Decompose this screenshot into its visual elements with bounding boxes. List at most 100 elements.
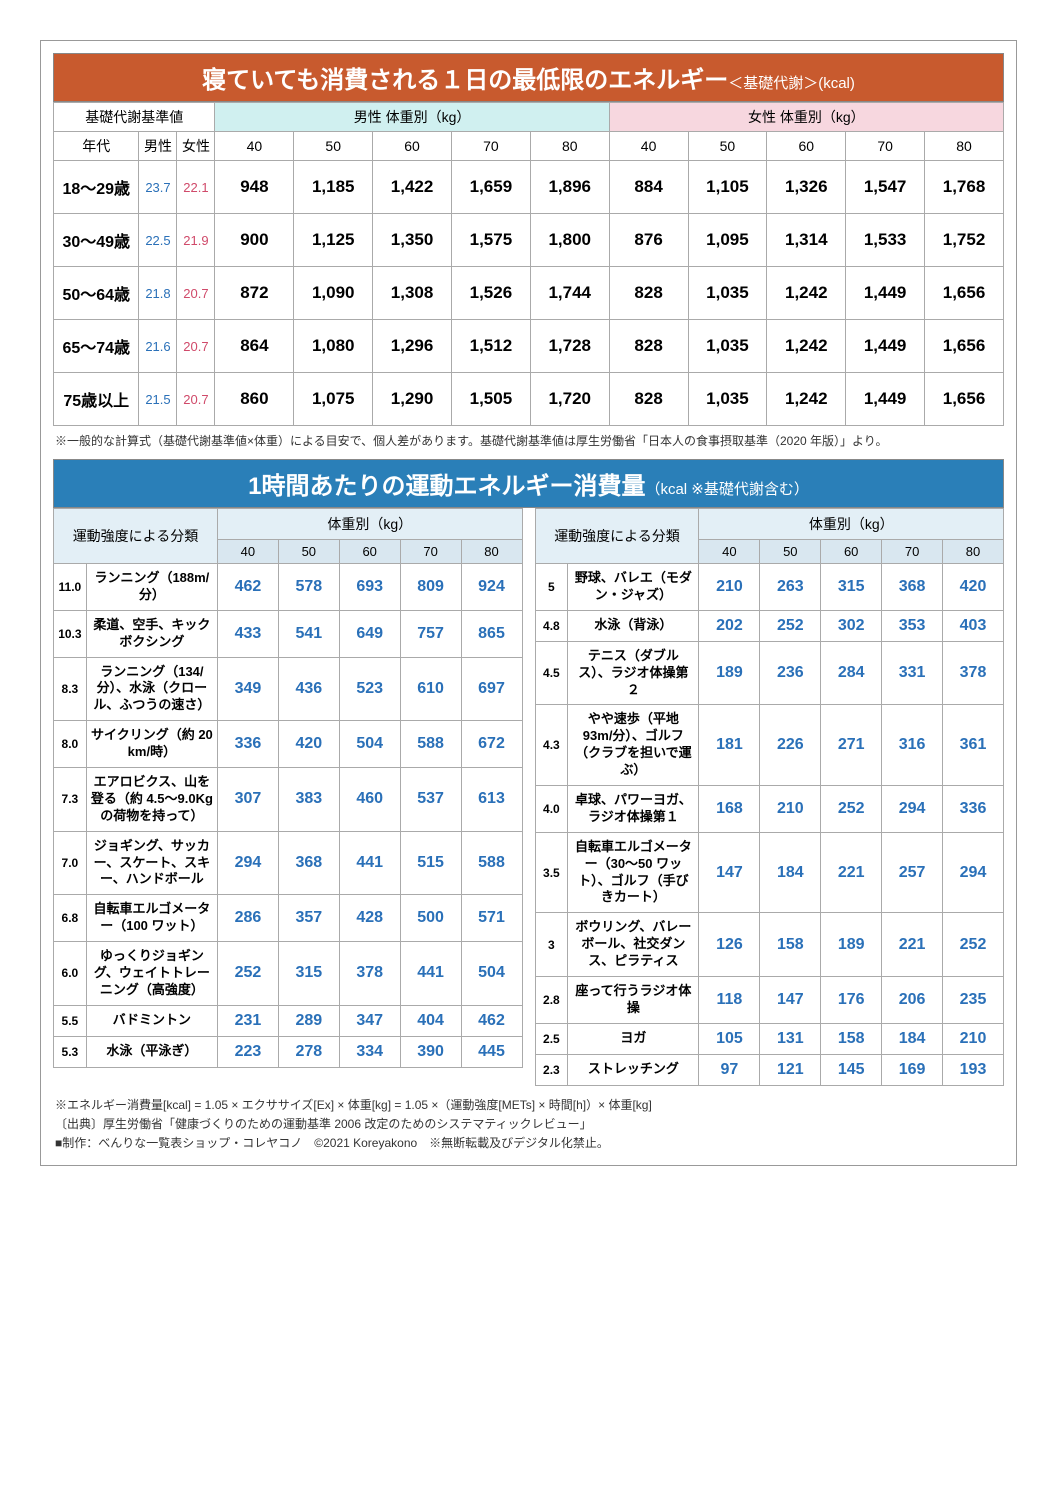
exercise-intensity: 5.3 (54, 1036, 87, 1067)
bmr-header-age: 年代 (54, 132, 139, 161)
exercise-value: 349 (217, 657, 278, 721)
exercise-intensity: 8.0 (54, 721, 87, 768)
exercise-value: 331 (882, 641, 943, 705)
exercise-value: 504 (461, 942, 522, 1006)
exercise-activity: 卓球、パワーヨガ、ラジオ体操第１ (568, 786, 699, 833)
bmr-female-value: 1,656 (925, 320, 1004, 373)
bmr-note: ※一般的な計算式（基礎代謝基準値×体重）による目安で、個人差があります。基礎代謝… (55, 432, 1004, 449)
exercise-value: 353 (882, 610, 943, 641)
exercise-value: 284 (821, 641, 882, 705)
bmr-female-value: 1,035 (688, 267, 767, 320)
exercise-value: 428 (339, 895, 400, 942)
exercise-right: 運動強度による分類 体重別（kg） 4050607080 5野球、バレエ（モダン… (535, 508, 1005, 1086)
exercise-value: 189 (699, 641, 760, 705)
exercise-row: 3ボウリング、バレーボール、社交ダンス、ピラティス126158189221252 (535, 913, 1004, 977)
exercise-value: 441 (339, 831, 400, 895)
ex-left-weight-hdr: 体重別（kg） (217, 509, 522, 540)
exercise-row: 2.8座って行うラジオ体操118147176206235 (535, 977, 1004, 1024)
exercise-weight-col: 60 (339, 540, 400, 564)
exercise-value: 181 (699, 705, 760, 786)
exercise-activity: ジョギング、サッカー、スケート、スキー、ハンドボール (86, 831, 217, 895)
bmr-base-female: 20.7 (177, 267, 215, 320)
bmr-male-value: 1,720 (530, 373, 609, 426)
exercise-activity: ランニング（188m/分） (86, 564, 217, 611)
exercise-note1: ※エネルギー消費量[kcal] = 1.05 × エクササイズ[Ex] × 体重… (55, 1096, 1004, 1115)
bmr-female-value: 1,095 (688, 214, 767, 267)
bmr-weight-col: 70 (451, 132, 530, 161)
exercise-value: 420 (278, 721, 339, 768)
bmr-weight-col: 70 (846, 132, 925, 161)
exercise-value: 368 (278, 831, 339, 895)
exercise-value: 294 (943, 832, 1004, 913)
bmr-weight-col: 50 (294, 132, 373, 161)
bmr-female-value: 1,656 (925, 267, 1004, 320)
exercise-value: 189 (821, 913, 882, 977)
bmr-female-value: 1,326 (767, 161, 846, 214)
exercise-value: 121 (760, 1054, 821, 1085)
exercise-weight-col: 80 (461, 540, 522, 564)
exercise-intensity: 7.0 (54, 831, 87, 895)
exercise-row: 4.0卓球、パワーヨガ、ラジオ体操第１168210252294336 (535, 786, 1004, 833)
bmr-header-male: 男性 体重別（kg） (215, 103, 609, 132)
exercise-activity: バドミントン (86, 1005, 217, 1036)
bmr-male-value: 1,290 (373, 373, 452, 426)
exercise-value: 316 (882, 705, 943, 786)
exercise-left: 運動強度による分類 体重別（kg） 4050607080 11.0ランニング（1… (53, 508, 523, 1086)
bmr-female-value: 1,449 (846, 373, 925, 426)
exercise-value: 441 (400, 942, 461, 1006)
exercise-value: 315 (821, 564, 882, 611)
exercise-value: 226 (760, 705, 821, 786)
exercise-intensity: 4.0 (535, 786, 568, 833)
bmr-male-value: 1,125 (294, 214, 373, 267)
exercise-intensity: 5 (535, 564, 568, 611)
exercise-activity: サイクリング（約 20 km/時） (86, 721, 217, 768)
exercise-activity: テニス（ダブルス）、ラジオ体操第２ (568, 641, 699, 705)
bmr-base-male: 21.5 (139, 373, 177, 426)
exercise-note3: ■制作：べんりな一覧表ショップ・コレヤコノ ©2021 Koreyakono ※… (55, 1134, 1004, 1153)
exercise-value: 390 (400, 1036, 461, 1067)
exercise-value: 571 (461, 895, 522, 942)
exercise-weight-col: 50 (278, 540, 339, 564)
exercise-table-left: 運動強度による分類 体重別（kg） 4050607080 11.0ランニング（1… (53, 508, 523, 1068)
bmr-female-value: 1,656 (925, 373, 1004, 426)
bmr-male-value: 1,090 (294, 267, 373, 320)
exercise-activity: 座って行うラジオ体操 (568, 977, 699, 1024)
exercise-value: 541 (278, 610, 339, 657)
exercise-tables-wrap: 運動強度による分類 体重別（kg） 4050607080 11.0ランニング（1… (53, 508, 1004, 1086)
bmr-male-value: 1,185 (294, 161, 373, 214)
exercise-note2: 〔出典〕厚生労働省「健康づくりのための運動基準 2006 改定のためのシステマテ… (55, 1115, 1004, 1134)
exercise-weight-col: 70 (882, 540, 943, 564)
bmr-male-value: 1,080 (294, 320, 373, 373)
ex-right-category-hdr: 運動強度による分類 (535, 509, 699, 564)
bmr-base-female: 20.7 (177, 320, 215, 373)
bmr-male-value: 1,896 (530, 161, 609, 214)
exercise-intensity: 6.8 (54, 895, 87, 942)
exercise-value: 184 (882, 1023, 943, 1054)
exercise-intensity: 4.3 (535, 705, 568, 786)
exercise-row: 4.3やや速歩（平地 93m/分）、ゴルフ（クラブを担いで運ぶ）18122627… (535, 705, 1004, 786)
exercise-row: 2.3ストレッチング97121145169193 (535, 1054, 1004, 1085)
exercise-intensity: 2.3 (535, 1054, 568, 1085)
exercise-value: 97 (699, 1054, 760, 1085)
exercise-value: 263 (760, 564, 821, 611)
exercise-intensity: 4.8 (535, 610, 568, 641)
exercise-value: 378 (339, 942, 400, 1006)
bmr-tbody: 18～29歳23.722.19481,1851,4221,6591,896884… (54, 161, 1004, 426)
bmr-weight-col: 80 (925, 132, 1004, 161)
exercise-value: 588 (461, 831, 522, 895)
exercise-row: 6.0ゆっくりジョギング、ウェイトトレーニング（高強度）252315378441… (54, 942, 523, 1006)
bmr-male-value: 1,422 (373, 161, 452, 214)
exercise-row: 2.5ヨガ105131158184210 (535, 1023, 1004, 1054)
bmr-age: 75歳以上 (54, 373, 139, 426)
exercise-row: 8.0サイクリング（約 20 km/時）336420504588672 (54, 721, 523, 768)
exercise-value: 357 (278, 895, 339, 942)
exercise-value: 347 (339, 1005, 400, 1036)
exercise-value: 221 (882, 913, 943, 977)
exercise-notes: ※エネルギー消費量[kcal] = 1.05 × エクササイズ[Ex] × 体重… (55, 1096, 1004, 1154)
exercise-value: 206 (882, 977, 943, 1024)
exercise-table-right: 運動強度による分類 体重別（kg） 4050607080 5野球、バレエ（モダン… (535, 508, 1005, 1086)
exercise-value: 271 (821, 705, 882, 786)
exercise-value: 523 (339, 657, 400, 721)
exercise-activity: ゆっくりジョギング、ウェイトトレーニング（高強度） (86, 942, 217, 1006)
exercise-weight-col: 40 (217, 540, 278, 564)
